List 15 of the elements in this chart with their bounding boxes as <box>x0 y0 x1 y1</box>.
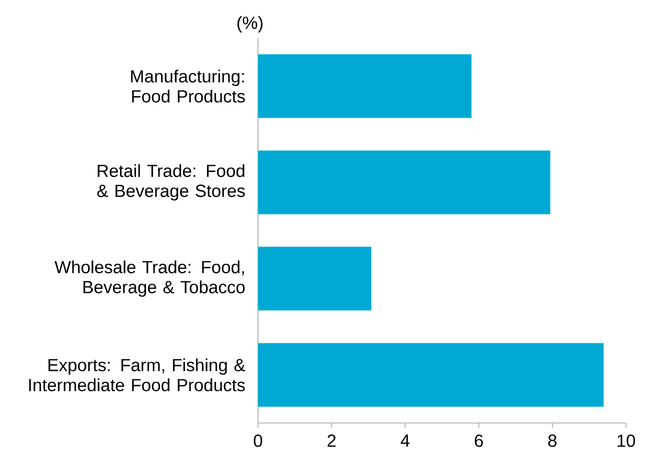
bar <box>258 246 372 311</box>
x-tick-label: 0 <box>254 434 262 447</box>
x-tick-label: 2 <box>328 434 336 447</box>
x-tick-label: 10 <box>618 434 636 447</box>
bar <box>258 150 550 214</box>
x-tick-label: 6 <box>474 434 483 447</box>
x-axis-title: (%) <box>237 16 263 32</box>
y-tick-label: Wholesale Trade: Food, Beverage & Tobacco <box>54 260 245 297</box>
x-tick-label: 4 <box>400 434 410 447</box>
y-tick-label: Exports: Farm, Fishing & Intermediate Food Products <box>29 358 246 392</box>
y-tick-label: Manufacturing: Food Products <box>131 70 245 103</box>
bar <box>258 54 472 118</box>
bar <box>258 342 604 407</box>
y-tick-label: Retail Trade: Food & Beverage Stores <box>97 164 245 201</box>
x-tick-label: 8 <box>548 434 556 447</box>
